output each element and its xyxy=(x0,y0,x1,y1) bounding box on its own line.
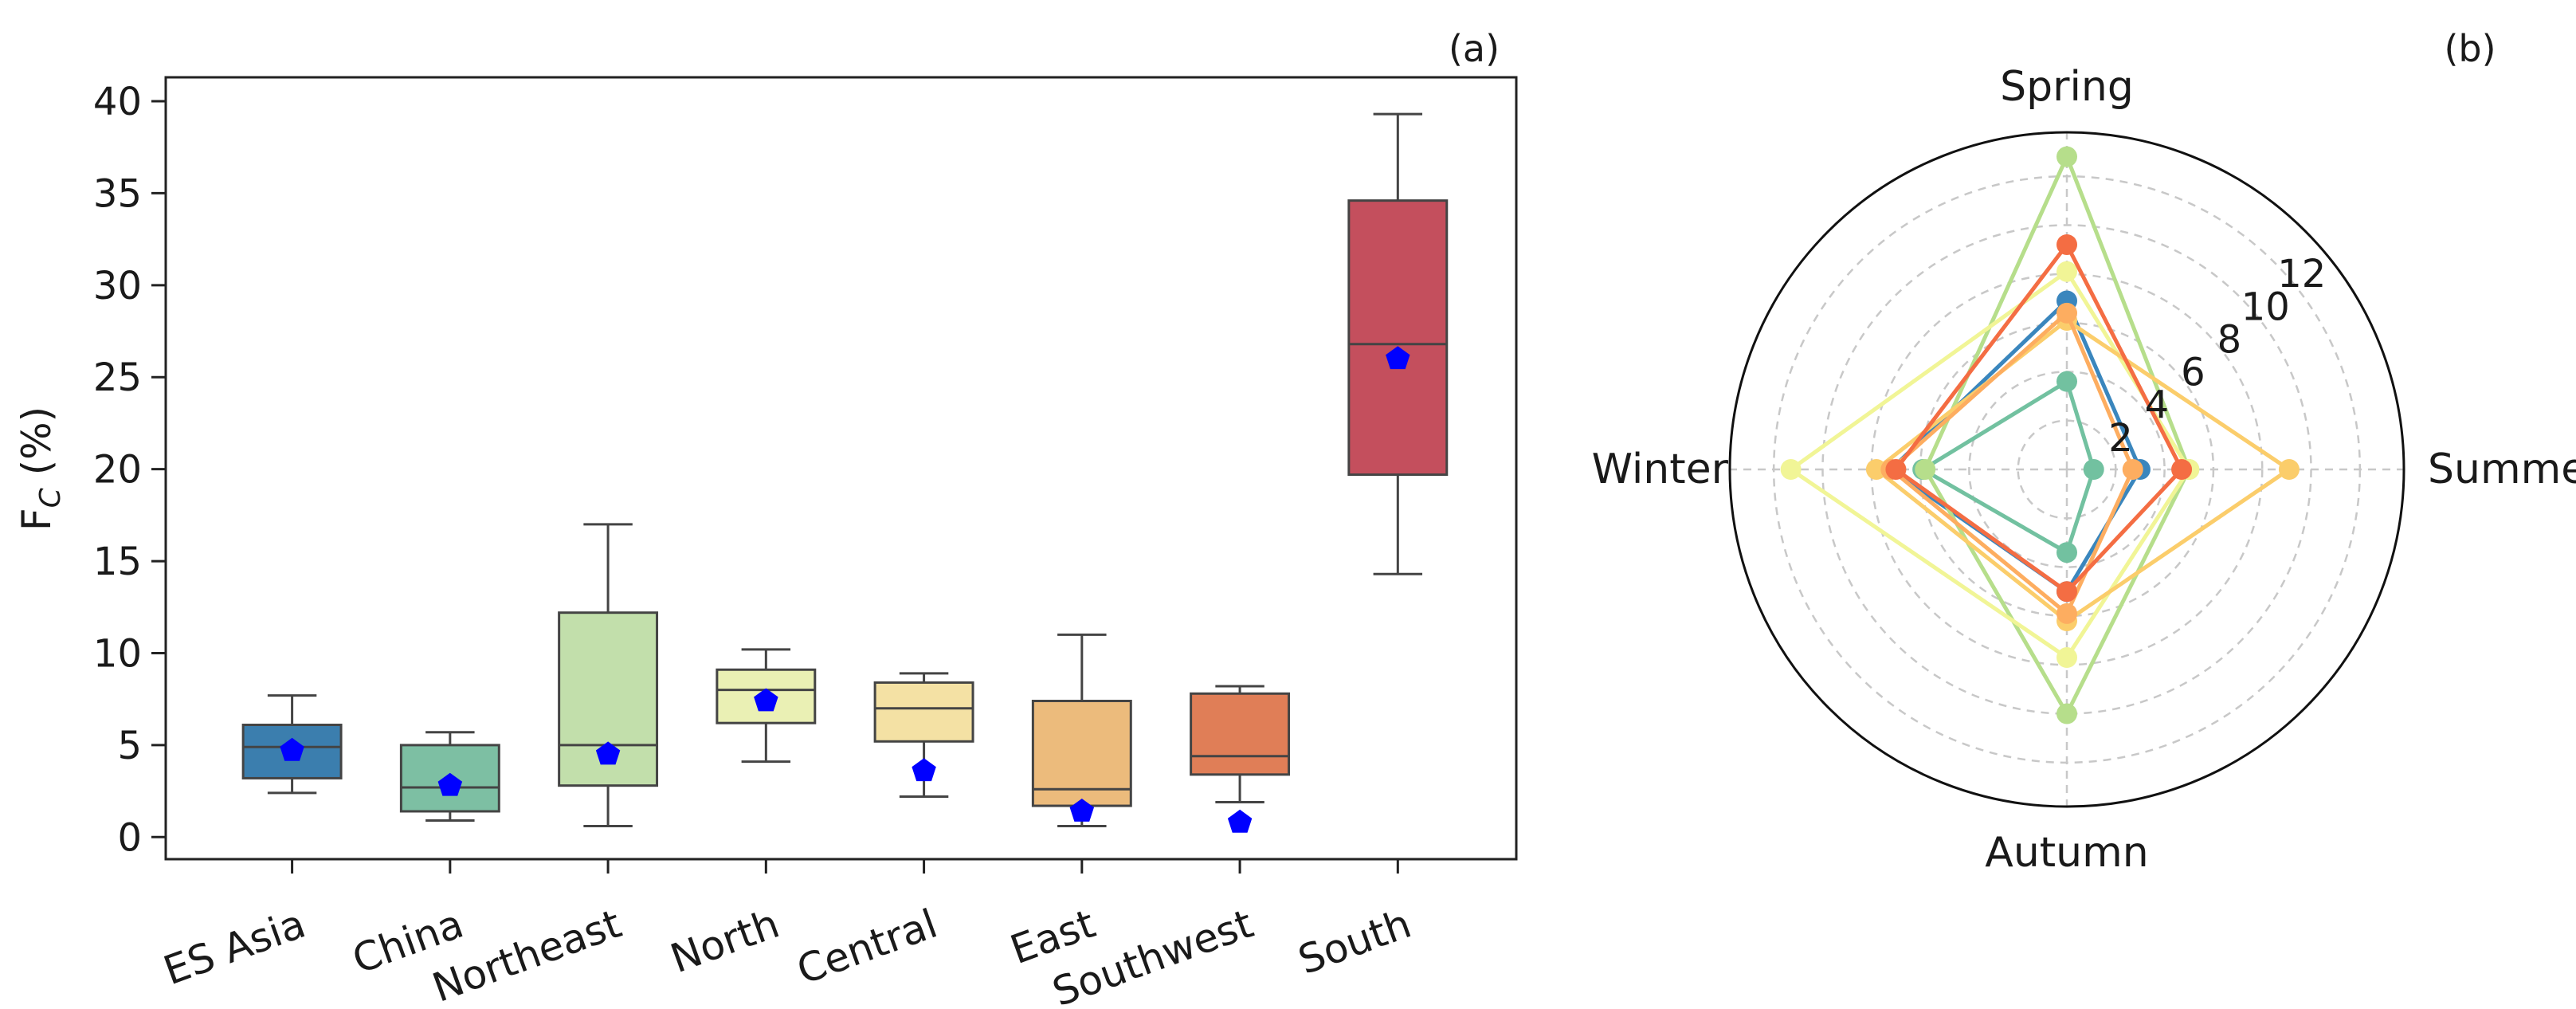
box-east xyxy=(1031,633,1132,827)
radar-axis-label-winter: Winter xyxy=(1592,446,1729,493)
radar-series-2 xyxy=(1912,371,2104,563)
radar-point xyxy=(2122,459,2143,480)
radial-tick-label: 2 xyxy=(2108,416,2133,461)
x-tick-label: ES Asia xyxy=(158,901,312,994)
radar-point xyxy=(2056,581,2077,603)
radar-point xyxy=(2056,603,2077,624)
mean-marker xyxy=(1386,346,1410,370)
box-body xyxy=(1347,199,1449,477)
radar-point xyxy=(2278,459,2300,480)
mean-marker xyxy=(280,737,304,761)
panel-label-b: (b) xyxy=(2444,27,2496,70)
radar-series xyxy=(1780,146,2300,724)
box-northeast xyxy=(558,523,659,827)
mean-marker xyxy=(437,772,463,796)
y-tick-label: 5 xyxy=(117,724,142,768)
box-body xyxy=(873,681,974,743)
radial-tick-label: 6 xyxy=(2181,351,2205,395)
y-tick-label: 35 xyxy=(93,171,142,216)
radar-axis-label-autumn: Autumn xyxy=(1985,829,2149,877)
radar-point xyxy=(2056,542,2077,563)
radar-series-6 xyxy=(1880,302,2143,624)
box-north xyxy=(716,648,817,764)
radial-tick-label: 8 xyxy=(2217,317,2242,362)
y-tick-label: 40 xyxy=(93,80,142,124)
radar-series-3 xyxy=(1915,146,2200,724)
radar-axis-label-summer: Summer xyxy=(2428,446,2576,493)
x-tick-label: North xyxy=(665,901,785,982)
y-tick-label: 10 xyxy=(93,631,142,676)
plot-area-frame xyxy=(164,76,1518,861)
y-tick-label: 25 xyxy=(93,355,142,400)
radar-point xyxy=(2056,146,2077,167)
radar-point xyxy=(2056,647,2077,669)
radar-point xyxy=(2056,703,2077,724)
y-tick-label: 30 xyxy=(93,264,142,308)
box-body xyxy=(1190,692,1291,776)
radar-point xyxy=(1865,459,1887,480)
box-china xyxy=(399,731,500,823)
mean-marker xyxy=(595,741,621,765)
radar-point xyxy=(2056,234,2077,255)
mean-marker xyxy=(912,758,936,782)
panel-label-a: (a) xyxy=(1449,27,1500,70)
box-southwest xyxy=(1190,685,1291,833)
box-es-asia xyxy=(241,694,343,795)
mean-marker xyxy=(754,688,778,712)
radar-point xyxy=(1885,459,1907,480)
radar-series-7 xyxy=(1885,234,2193,603)
y-tick-label: 0 xyxy=(117,815,142,860)
x-tick-label: South xyxy=(1292,901,1417,983)
y-tick-label: 15 xyxy=(93,540,142,584)
radar-point xyxy=(2056,371,2077,392)
box-central xyxy=(873,672,974,799)
box-series xyxy=(241,112,1449,833)
radar-point xyxy=(2083,459,2104,480)
box-south xyxy=(1347,112,1449,575)
radar-point xyxy=(1780,459,1802,480)
radial-tick-label: 10 xyxy=(2241,285,2290,329)
radar-point xyxy=(1915,459,1936,480)
y-tick-label: 20 xyxy=(93,448,142,493)
mean-marker xyxy=(1227,809,1253,833)
radar-outer-ring xyxy=(1728,131,2405,808)
radar-point xyxy=(2056,261,2077,282)
x-tick-label: Central xyxy=(791,901,943,994)
radial-tick-label: 12 xyxy=(2277,252,2326,296)
mean-marker xyxy=(1069,799,1094,822)
y-axis: 0 5 10 15 20 25 30 35 40 xyxy=(93,80,166,860)
radar-axis-label-spring: Spring xyxy=(2000,63,2134,111)
radar-point xyxy=(2171,459,2193,480)
radial-tick-label: 4 xyxy=(2145,383,2170,428)
radar-point xyxy=(2056,302,2077,324)
y-axis-label: FC (%) xyxy=(14,406,67,531)
